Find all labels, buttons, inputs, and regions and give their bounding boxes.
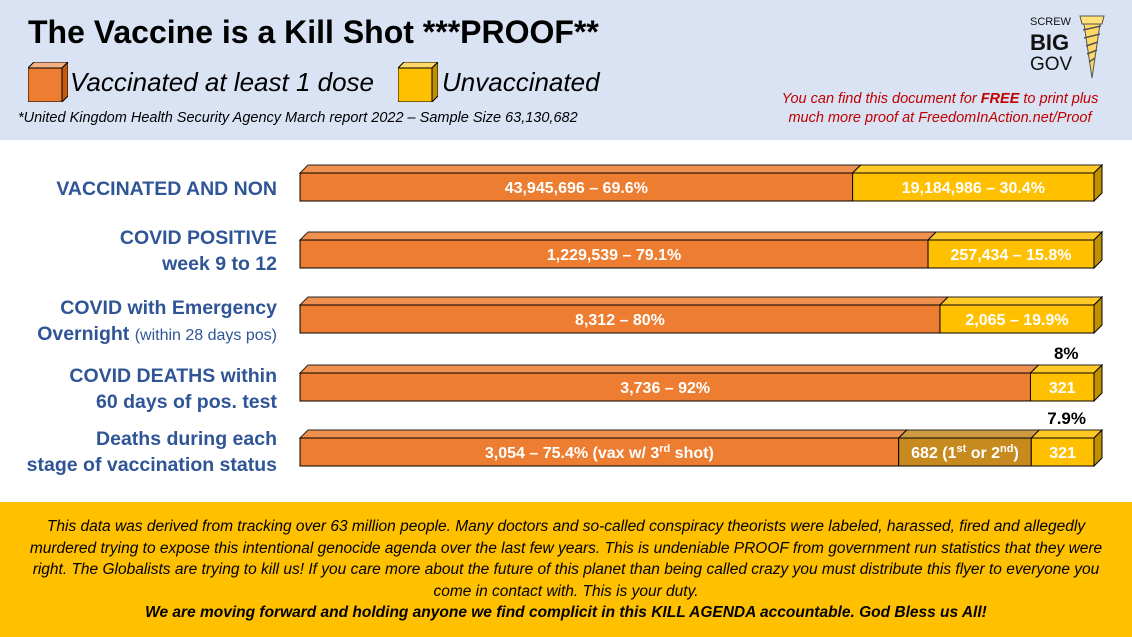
legend-item-vaccinated: Vaccinated at least 1 dose [28, 62, 378, 102]
logo-text-3: GOV [1030, 54, 1073, 75]
bar-0-1-top [851, 164, 1104, 174]
bar-3-1-side [1093, 363, 1103, 403]
bar-above-label-4: 7.9% [1047, 409, 1086, 428]
screw-big-gov-logo: SCREW BIG GOV [1020, 10, 1120, 85]
bar-row-3: 3,736 – 92% 321 8% [298, 344, 1104, 403]
row-label-1-line2: week 9 to 12 [162, 253, 277, 275]
note-text-bold: FREE [980, 91, 1020, 107]
bar-1-0-top [298, 231, 938, 241]
bar-label-2-0: 8,312 – 80% [575, 312, 665, 329]
row-label-2-line1: COVID with Emergency [60, 297, 277, 319]
bar-row-2: 8,312 – 80% 2,065 – 19.9% [298, 295, 1104, 335]
bar-3-0-top [298, 364, 1040, 374]
logo-text-2: BIG [1030, 30, 1070, 55]
bar-3-0 [299, 372, 1031, 402]
footer-text: This data was derived from tracking over… [20, 516, 1112, 624]
bar-label-2-1: 2,065 – 19.9% [965, 312, 1068, 329]
note-free-document: You can find this document for FREE to p… [762, 90, 1118, 128]
bar-label-4-2: 321 [1049, 445, 1076, 462]
row-label-2-line2: Overnight [37, 323, 130, 345]
row-label-1-line1: COVID POSITIVE [119, 227, 277, 249]
bar-4-2-side [1093, 428, 1103, 468]
bar-label-0-1: 19,184,986 – 30.4% [902, 180, 1045, 197]
row-label-4-line1: Deaths during each [96, 428, 277, 450]
page-title: The Vaccine is a Kill Shot ***PROOF** [28, 14, 599, 50]
bar-0-0-top [298, 164, 862, 174]
legend-swatch-vaccinated [28, 62, 68, 102]
source-note: *United Kingdom Health Security Agency M… [18, 110, 578, 126]
bar-1-1-side [1093, 230, 1103, 270]
row-label-3-line1: COVID DEATHS within [69, 365, 277, 387]
row-label-2-small: (within 28 days pos) [134, 327, 277, 344]
bar-4-2 [1030, 437, 1095, 467]
bar-label-1-1: 257,434 – 15.8% [951, 247, 1072, 264]
legend-swatch-unvaccinated [398, 62, 438, 102]
note-text-2: to print plus [1019, 91, 1099, 107]
legend-label-unvaccinated: Unvaccinated [442, 67, 600, 97]
row-label-2: COVID with Emergency Overnight (within 2… [10, 295, 277, 349]
row-label-0-line1: VACCINATED AND NON [56, 178, 277, 200]
row-label-3-line2: 60 days of pos. test [96, 391, 277, 413]
bar-2-0 [299, 304, 941, 334]
legend-item-unvaccinated: Unvaccinated [398, 62, 618, 102]
bar-0-1 [852, 172, 1095, 202]
row-label-1: COVID POSITIVE week 9 to 12 [10, 225, 277, 277]
bar-above-label-3: 8% [1054, 344, 1079, 363]
bar-label-4-1: 682 (1st or 2nd) [911, 443, 1019, 462]
bar-4-1 [898, 437, 1032, 467]
bar-1-1-top [926, 231, 1104, 241]
bar-label-4-0: 3,054 – 75.4% (vax w/ 3rd shot) [485, 443, 714, 462]
bar-3-1 [1029, 372, 1095, 402]
footer: This data was derived from tracking over… [0, 502, 1132, 637]
row-label-3: COVID DEATHS within 60 days of pos. test [10, 363, 277, 415]
footer-body-text: This data was derived from tracking over… [29, 518, 1103, 600]
bar-0-1-side [1093, 163, 1103, 203]
bar-0-0 [299, 172, 854, 202]
row-label-0: VACCINATED AND NON [10, 176, 277, 202]
note-link-text: much more proof at FreedomInAction.net/P… [788, 110, 1092, 126]
note-text-1: You can find this document for [781, 91, 981, 107]
bar-2-1-top [938, 296, 1104, 306]
bar-2-1-side [1093, 295, 1103, 335]
header: The Vaccine is a Kill Shot ***PROOF** Va… [0, 0, 1132, 140]
bar-4-0-top [298, 429, 908, 439]
bar-3-1-top [1029, 364, 1104, 374]
bar-4-1-top [897, 429, 1041, 439]
legend-label-vaccinated: Vaccinated at least 1 dose [70, 67, 375, 97]
row-label-4-line2: stage of vaccination status [26, 454, 277, 476]
footer-bold-text: We are moving forward and holding anyone… [145, 604, 987, 621]
stacked-bar-chart: 43,945,696 – 69.6% 19,184,986 – 30.4% 1,22… [298, 163, 1104, 468]
bar-2-0-top [298, 296, 950, 306]
bar-row-4: 3,054 – 75.4% (vax w/ 3rd shot) 682 (1st … [298, 409, 1104, 468]
row-label-4: Deaths during each stage of vaccination … [10, 426, 277, 478]
bar-4-0 [299, 437, 900, 467]
screw-icon [1079, 15, 1105, 79]
bar-label-3-0: 3,736 – 92% [620, 380, 710, 397]
bar-label-3-1: 321 [1049, 380, 1076, 397]
bar-label-1-0: 1,229,539 – 79.1% [547, 247, 681, 264]
logo-text-1: SCREW [1030, 16, 1071, 28]
bar-label-0-0: 43,945,696 – 69.6% [505, 180, 648, 197]
bar-row-0: 43,945,696 – 69.6% 19,184,986 – 30.4% [298, 163, 1104, 203]
bar-row-1: 1,229,539 – 79.1% 257,434 – 15.8% [298, 230, 1104, 270]
bar-4-2-top [1030, 429, 1104, 439]
